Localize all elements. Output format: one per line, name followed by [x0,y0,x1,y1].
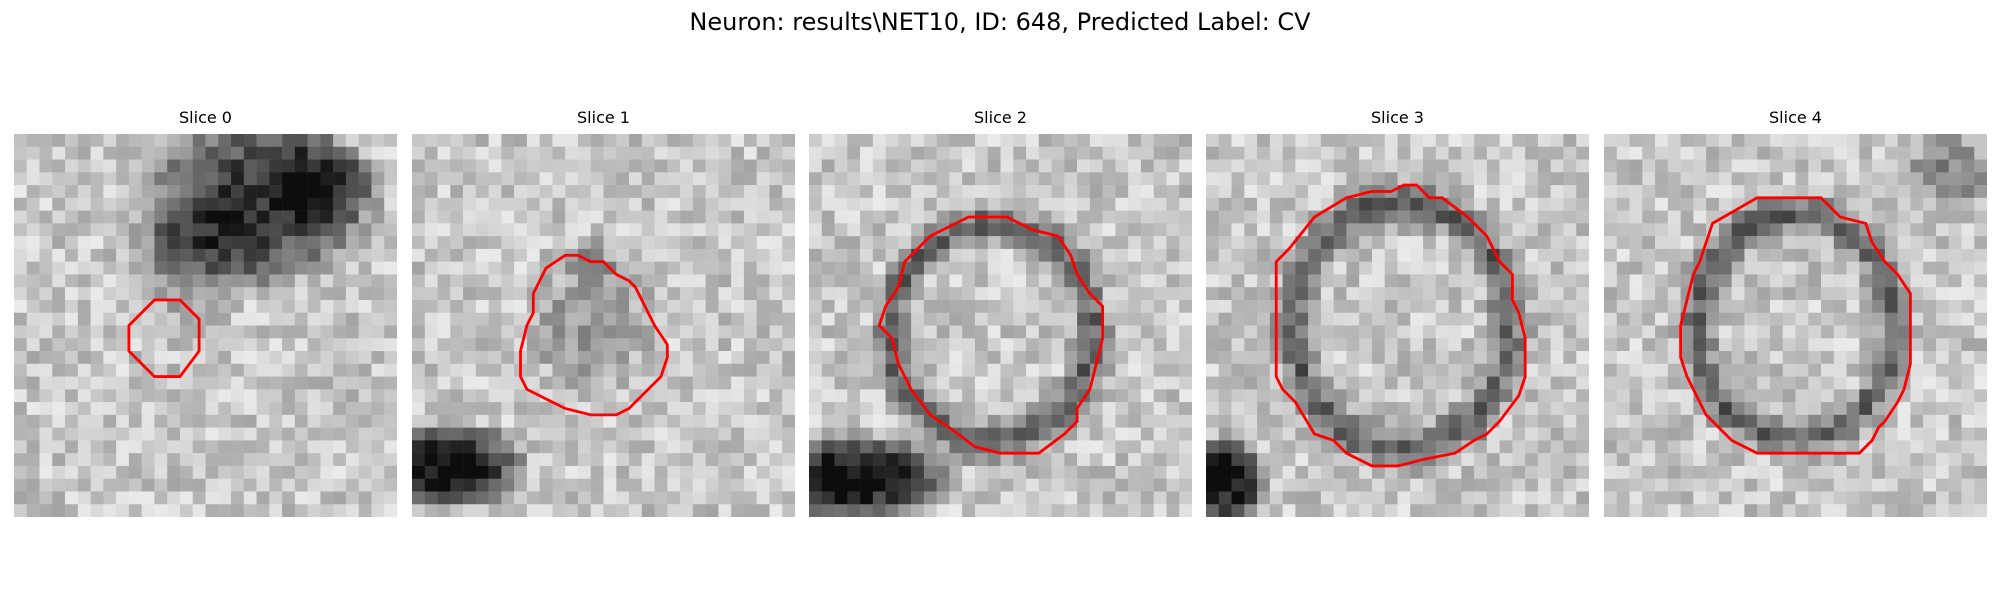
pixel-grid [14,134,397,517]
slice-panel-0: Slice 0 [14,108,397,128]
pixel-grid [412,134,795,517]
slice-image [809,134,1192,517]
figure-title: Neuron: results\NET10, ID: 648, Predicte… [0,6,2000,38]
slice-panel-3: Slice 3 [1206,108,1589,128]
slice-image [1604,134,1987,517]
slice-title: Slice 0 [14,108,397,128]
slice-title: Slice 1 [412,108,795,128]
pixel-grid [809,134,1192,517]
slice-panel-2: Slice 2 [809,108,1192,128]
pixel-grid [1206,134,1589,517]
pixel-grid [1604,134,1987,517]
slice-panel-4: Slice 4 [1604,108,1987,128]
slice-panel-1: Slice 1 [412,108,795,128]
slice-title: Slice 2 [809,108,1192,128]
slice-title: Slice 4 [1604,108,1987,128]
slice-image [1206,134,1589,517]
slice-image [412,134,795,517]
slice-image [14,134,397,517]
slice-title: Slice 3 [1206,108,1589,128]
